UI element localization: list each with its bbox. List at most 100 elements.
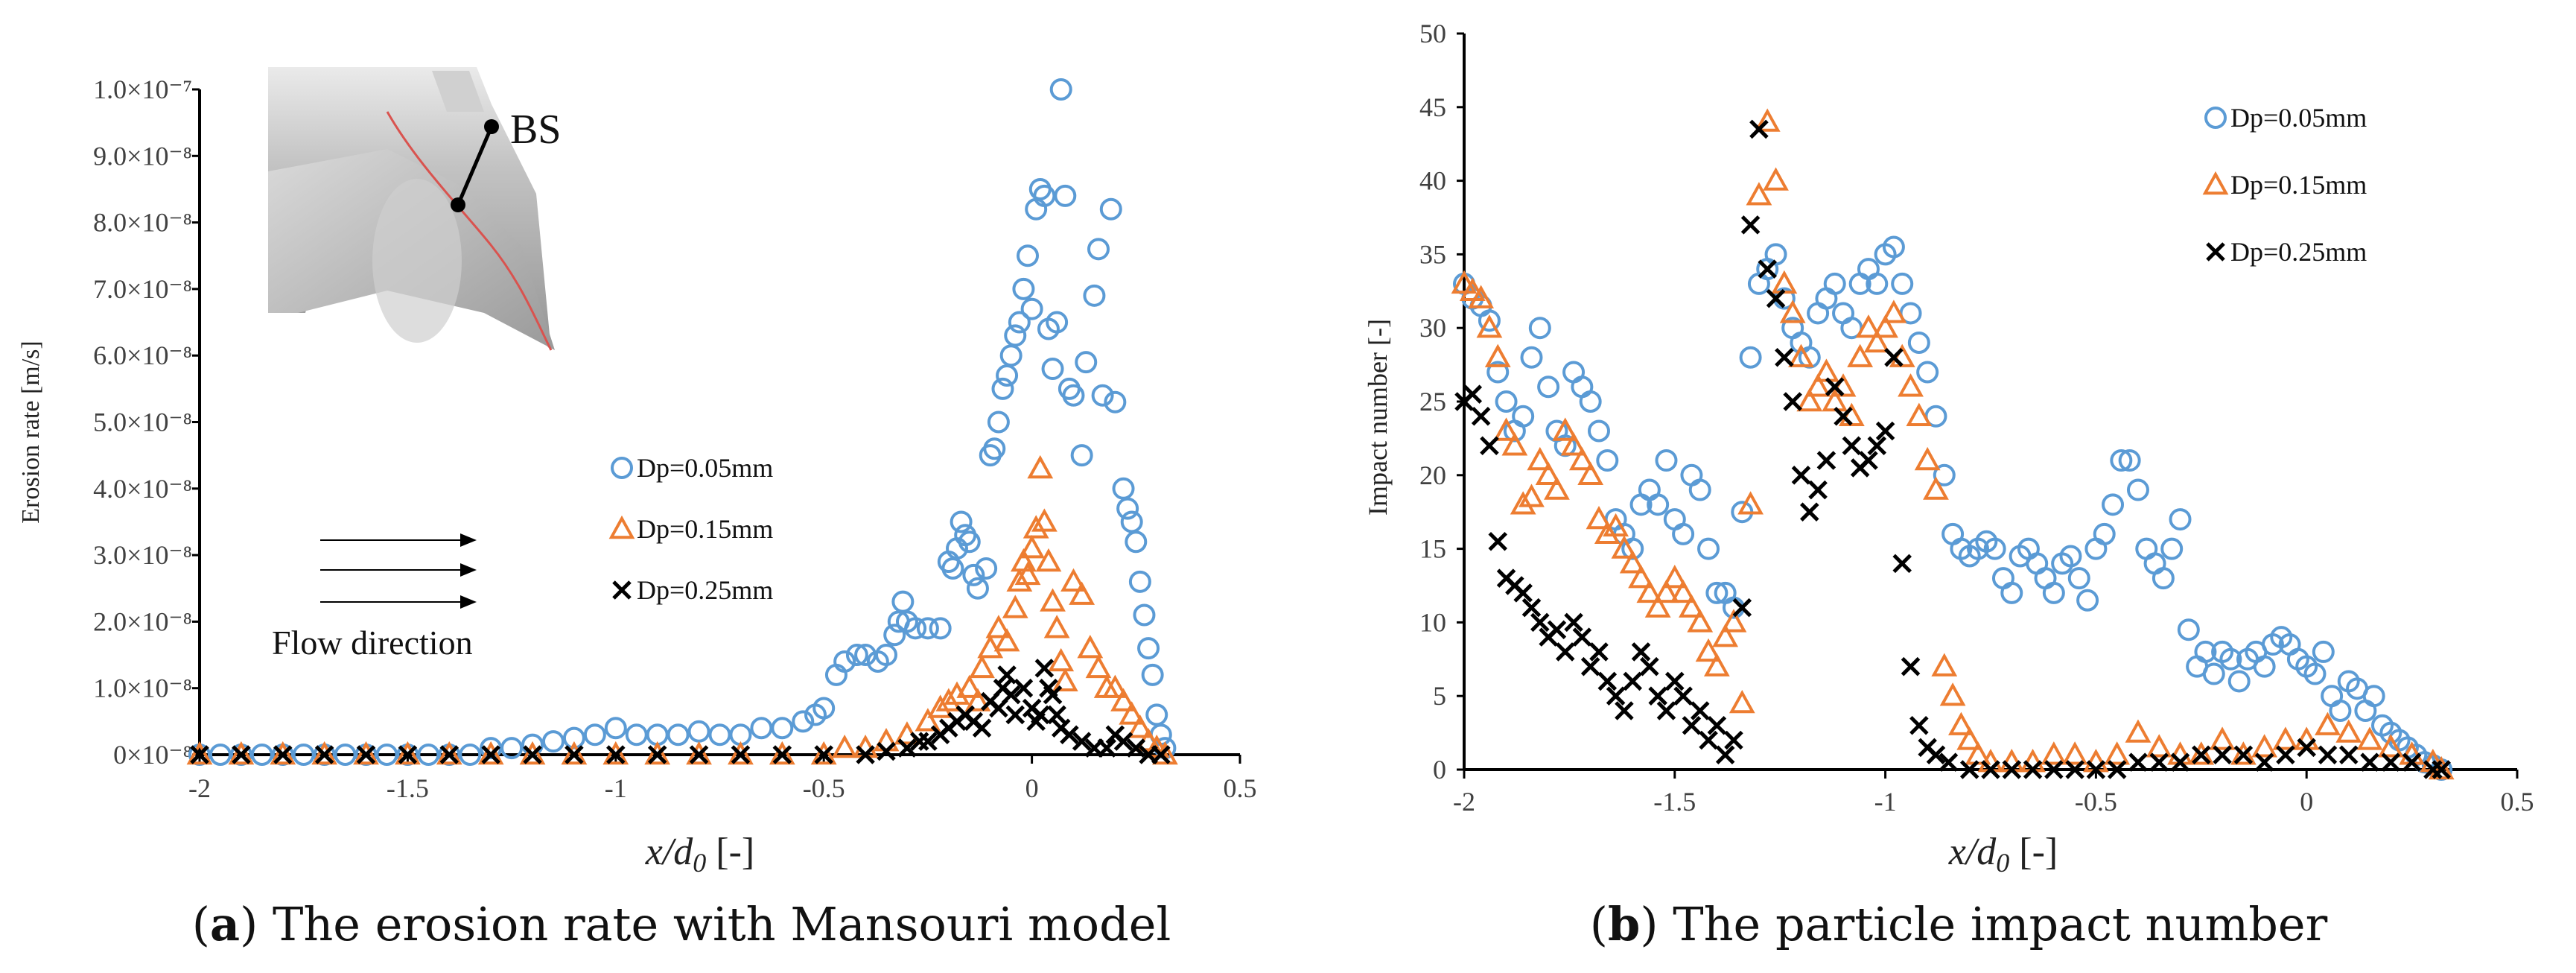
data-point <box>1113 732 1133 751</box>
data-point <box>2312 640 2335 663</box>
data-point <box>2432 760 2451 779</box>
data-point <box>769 741 795 765</box>
data-point <box>1471 406 1491 426</box>
data-point <box>1571 375 1594 399</box>
data-point <box>771 717 794 740</box>
series-Dp=0.25mm <box>1454 119 2451 779</box>
data-point <box>481 745 500 764</box>
data-point <box>2065 760 2084 779</box>
data-point <box>1872 314 1898 338</box>
data-point <box>1628 565 1654 589</box>
data-point <box>1740 215 1761 235</box>
data-point <box>1680 463 1703 486</box>
data-point <box>750 717 773 740</box>
data-point <box>1034 659 1055 678</box>
data-point <box>993 628 1020 652</box>
panel-a-caption-text: The erosion rate with Mansouri model <box>258 897 1171 951</box>
data-point <box>2170 752 2190 772</box>
x-tick-label: 0 <box>2300 787 2313 817</box>
data-point <box>1636 579 1663 603</box>
data-point <box>2321 685 2344 708</box>
y-tick-label: 2.0×10⁻⁸ <box>93 606 192 636</box>
data-point <box>1133 603 1156 627</box>
data-point <box>962 563 985 586</box>
data-point <box>1535 461 1562 485</box>
x-tick-label: -2 <box>1453 787 1475 817</box>
data-point <box>686 741 712 765</box>
data-point <box>1823 272 1846 295</box>
data-point <box>2146 734 2172 758</box>
data-point <box>1926 745 1946 765</box>
data-point <box>2000 581 2023 604</box>
data-point <box>1116 497 1139 520</box>
data-point <box>2042 581 2065 604</box>
panel-b-x-axis-title: x/d0 [-] <box>1948 831 2058 878</box>
data-point <box>1083 284 1106 307</box>
data-point <box>1804 373 1831 397</box>
data-point <box>1589 642 1609 662</box>
data-point <box>314 745 334 764</box>
data-point <box>1603 513 1629 537</box>
x-tick-label: -1 <box>1874 787 1897 817</box>
data-point <box>1049 78 1072 101</box>
series-Dp=0.05mm <box>188 78 1177 766</box>
panel-b-x-tick-labels: -2 -1.5 -1 -0.5 0 0.5 <box>1453 787 2534 817</box>
data-point <box>2135 537 2158 560</box>
data-point <box>1813 358 1839 382</box>
data-point <box>2076 589 2099 612</box>
data-point <box>2084 537 2108 560</box>
data-point <box>1866 272 1889 295</box>
panel-b-xlabel-var: x/d <box>1948 831 1997 873</box>
data-point <box>395 741 421 765</box>
data-point <box>1880 299 1907 323</box>
data-point <box>2107 760 2127 779</box>
data-point <box>1983 537 2006 560</box>
data-point <box>1619 550 1646 574</box>
data-point <box>1518 484 1545 507</box>
data-point <box>1043 615 1070 638</box>
y-tick-label: 4.0×10⁻⁸ <box>93 474 192 504</box>
data-point <box>1031 508 1058 532</box>
data-point <box>1572 627 1592 647</box>
data-point <box>1705 581 1729 604</box>
data-point <box>972 718 992 738</box>
data-point <box>1697 537 1720 560</box>
data-point <box>1892 554 1912 574</box>
data-point <box>1656 701 1676 720</box>
data-point <box>439 745 459 764</box>
data-point <box>1141 663 1164 686</box>
data-point <box>1040 588 1066 612</box>
bs-label: BS <box>510 107 562 153</box>
data-point <box>1101 674 1128 698</box>
data-point <box>2034 567 2057 590</box>
data-point <box>1907 331 1930 354</box>
data-point <box>228 741 255 765</box>
data-point <box>1547 620 1567 640</box>
y-tick-label: 1.0×10⁻⁸ <box>93 674 192 703</box>
data-point <box>731 745 751 764</box>
data-point <box>1012 277 1035 300</box>
legend-marker <box>2204 107 2227 129</box>
data-point <box>1463 384 1483 404</box>
data-point <box>186 741 213 765</box>
data-point <box>845 644 868 667</box>
data-point <box>2202 662 2225 685</box>
data-point <box>270 741 296 765</box>
data-point <box>647 745 667 764</box>
data-point <box>1832 302 1855 325</box>
data-point <box>1562 361 1586 384</box>
data-point <box>1019 535 1045 559</box>
data-point <box>1699 730 1718 750</box>
data-point <box>2303 662 2327 685</box>
data-point <box>1687 609 1714 633</box>
data-point <box>1128 570 1151 593</box>
data-point <box>1825 377 1845 397</box>
data-point <box>1568 446 1595 471</box>
data-point <box>1060 568 1087 592</box>
data-point <box>1031 705 1050 725</box>
data-point <box>2227 670 2251 693</box>
data-point <box>812 697 836 720</box>
data-point <box>810 741 837 765</box>
data-point <box>985 615 1012 638</box>
data-point <box>916 617 939 640</box>
